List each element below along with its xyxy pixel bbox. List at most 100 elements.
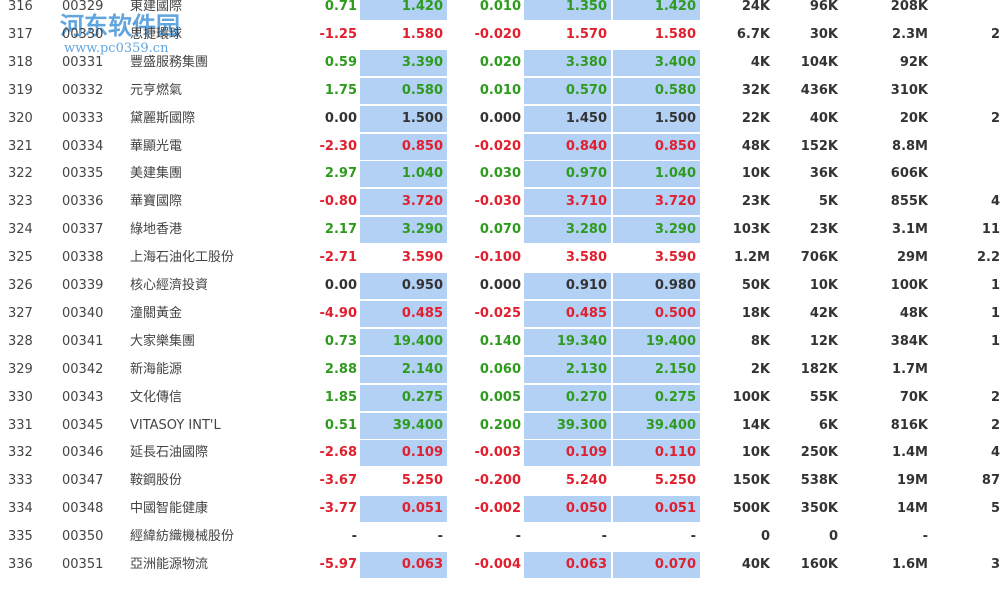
ask: 1.040 <box>613 161 700 188</box>
turnover: 606K <box>890 166 928 182</box>
turnover: 8.8M <box>892 138 928 154</box>
row-index: 332 <box>8 445 33 461</box>
change-pct: 0.71 <box>324 0 357 14</box>
extra <box>940 50 1000 76</box>
ask: 3.720 <box>613 189 700 216</box>
stock-name: 新海能源 <box>130 361 183 377</box>
ask: 19.400 <box>613 328 700 355</box>
volume: 48K <box>741 138 770 154</box>
row-index: 329 <box>8 361 33 377</box>
bid: - <box>601 529 607 545</box>
price: 3.390 <box>360 49 447 76</box>
ask: 0.051 <box>613 496 700 523</box>
quantity: 436K <box>800 82 838 98</box>
stock-name: 文化傳信 <box>130 389 183 405</box>
ask: 5.250 <box>654 473 696 489</box>
change: -0.002 <box>474 501 521 517</box>
ask: 1.420 <box>613 0 700 20</box>
bid: 0.970 <box>524 161 611 188</box>
row-index: 335 <box>8 529 33 545</box>
volume: 2K <box>750 361 770 377</box>
row-index: 320 <box>8 110 33 126</box>
turnover: 3.1M <box>892 222 928 238</box>
bid: 5.240 <box>565 473 607 489</box>
price: 0.850 <box>360 133 447 160</box>
bid: 1.570 <box>565 26 607 42</box>
ask: 0.500 <box>613 300 700 327</box>
change-pct: 0.51 <box>324 417 357 433</box>
stock-name: 大家樂集團 <box>130 333 196 349</box>
row-index: 336 <box>8 557 33 572</box>
stock-code: 00334 <box>62 138 104 154</box>
extra <box>940 161 1000 187</box>
extra: 3 <box>990 557 1000 572</box>
ask: 0.850 <box>613 133 700 160</box>
row-index: 321 <box>8 138 33 154</box>
change: - <box>515 529 521 545</box>
price: 19.400 <box>360 328 447 355</box>
row-index: 330 <box>8 389 33 405</box>
bid: 0.050 <box>524 496 611 523</box>
volume: 0 <box>760 529 770 545</box>
quantity: 10K <box>809 278 838 293</box>
ask: 2.150 <box>613 356 700 383</box>
stock-code: 00342 <box>62 361 104 377</box>
stock-code: 00347 <box>62 473 104 489</box>
quantity: 23K <box>809 222 838 238</box>
row-index: 318 <box>8 54 33 70</box>
turnover: 208K <box>890 0 928 14</box>
bid: 1.350 <box>524 0 611 20</box>
change: -0.020 <box>474 138 521 154</box>
stock-code: 00336 <box>62 194 104 210</box>
change-pct: 0.00 <box>324 278 357 293</box>
stock-name: 豐盛服務集團 <box>130 54 209 70</box>
quantity: 152K <box>800 138 838 154</box>
change-pct: -2.68 <box>319 445 357 461</box>
watermark-title: 河东软件园 <box>60 11 180 40</box>
stock-code: 00333 <box>62 110 104 126</box>
bid: 1.450 <box>524 105 611 132</box>
stock-name: 鞍鋼股份 <box>130 473 183 489</box>
change-pct: -3.77 <box>319 501 357 517</box>
extra <box>940 0 1000 20</box>
change: 0.020 <box>479 54 521 70</box>
extra <box>940 78 1000 104</box>
bid: 0.270 <box>524 384 611 411</box>
change-pct: -2.71 <box>319 250 357 266</box>
quantity: 6K <box>818 417 838 433</box>
stock-name: VITASOY INT'L <box>130 417 221 433</box>
quantity: 706K <box>800 250 838 266</box>
stock-name: 經緯紡織機械股份 <box>130 529 235 545</box>
change: -0.200 <box>474 473 521 489</box>
turnover: 384K <box>890 333 928 349</box>
turnover: 48K <box>899 305 928 321</box>
price: 0.051 <box>360 496 447 523</box>
stock-code: 00351 <box>62 557 104 572</box>
volume: 6.7K <box>736 26 770 42</box>
change: -0.020 <box>474 26 521 42</box>
turnover: 92K <box>899 54 928 70</box>
extra: 87 <box>981 473 1000 489</box>
ask: 0.580 <box>613 77 700 104</box>
price: 1.040 <box>360 161 447 188</box>
extra: 1 <box>990 305 1000 321</box>
change: 0.010 <box>479 82 521 98</box>
stock-code: 00338 <box>62 250 104 266</box>
stock-code: 00337 <box>62 222 104 238</box>
ask: 0.980 <box>613 273 700 299</box>
quantity: 42K <box>809 305 838 321</box>
row-index: 319 <box>8 82 33 98</box>
stock-code: 00329 <box>62 0 104 14</box>
volume: 23K <box>741 194 770 210</box>
extra: 4 <box>990 445 1000 461</box>
stock-code: 00350 <box>62 529 104 545</box>
change: -0.025 <box>474 305 521 321</box>
stock-code: 00330 <box>62 26 104 42</box>
stock-code: 00332 <box>62 82 104 98</box>
change-pct: 0.59 <box>324 54 357 70</box>
turnover: 29M <box>896 250 928 266</box>
turnover: 1.6M <box>892 557 928 572</box>
stock-code: 00339 <box>62 278 104 293</box>
stock-name: 潼關黃金 <box>130 305 183 321</box>
extra: 2 <box>990 417 1000 433</box>
